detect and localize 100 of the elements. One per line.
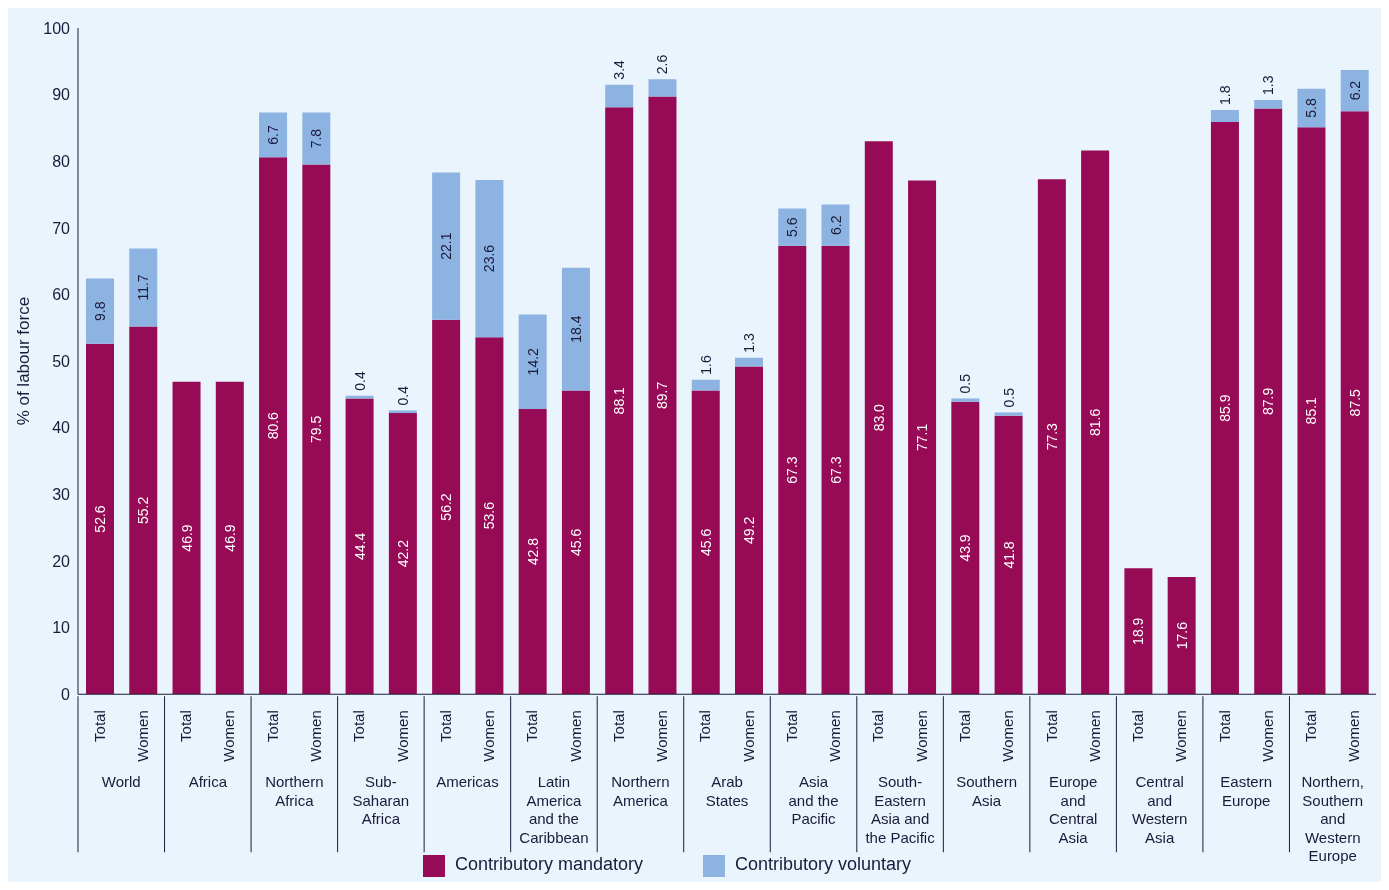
data-label: 41.8 xyxy=(1000,541,1017,569)
bar xyxy=(432,172,461,320)
data-label: 43.9 xyxy=(957,534,974,562)
x-tick-label: Women xyxy=(653,710,671,762)
y-axis-title: % of labour force xyxy=(14,296,34,426)
bar xyxy=(1254,108,1283,695)
data-label: 9.8 xyxy=(92,301,108,321)
data-label: 80.6 xyxy=(265,411,282,440)
bar xyxy=(778,245,807,695)
data-label: 83.0 xyxy=(870,403,887,432)
data-label: 49.2 xyxy=(741,516,757,544)
data-label: 81.6 xyxy=(1087,408,1104,437)
text: Asia and the Pacific xyxy=(788,773,839,828)
bar xyxy=(86,343,114,695)
x-tick-label: Total xyxy=(1042,710,1060,742)
y-tick-label: 0 xyxy=(61,685,71,703)
data-label: 46.9 xyxy=(221,524,238,552)
bar xyxy=(475,337,504,695)
bar xyxy=(994,412,1023,416)
data-label: 1.6 xyxy=(697,355,714,375)
y-tick-label: 60 xyxy=(52,286,71,304)
bar xyxy=(518,409,547,695)
x-tick-label: Women xyxy=(1085,710,1103,762)
bar xyxy=(1081,150,1110,695)
bar xyxy=(1340,111,1369,695)
data-label: 17.6 xyxy=(1173,621,1190,650)
text: Northern Africa xyxy=(265,773,324,809)
data-label: 89.7 xyxy=(654,381,671,410)
data-label: 0.4 xyxy=(394,385,411,406)
bar xyxy=(475,179,504,338)
x-tick-label: Total xyxy=(696,710,714,742)
x-tick-label: Total xyxy=(955,710,973,742)
text: Latin America and the Caribbean xyxy=(519,773,589,846)
x-tick-label: Women xyxy=(393,710,411,762)
x-tick-label: Women xyxy=(306,710,324,762)
bar xyxy=(1297,127,1326,695)
data-label: 1.3 xyxy=(1260,75,1277,95)
bar xyxy=(1340,69,1369,112)
data-label: 18.4 xyxy=(567,315,584,343)
data-label: 6.7 xyxy=(265,124,282,145)
x-tick-label: Women xyxy=(826,710,844,762)
data-label: 14.2 xyxy=(524,347,541,376)
bar xyxy=(864,141,893,695)
x-tick-label: Total xyxy=(869,710,887,742)
y-tick-label: 80 xyxy=(52,152,71,170)
text: Eastern Europe xyxy=(1220,773,1273,809)
bar xyxy=(432,319,461,695)
data-label: 52.6 xyxy=(92,505,108,533)
bar xyxy=(259,112,288,158)
data-label: 6.2 xyxy=(827,215,844,235)
x-tick-label: Women xyxy=(1258,710,1276,762)
data-label: 23.6 xyxy=(481,244,498,273)
data-label: 77.1 xyxy=(914,423,931,452)
x-tick-label: Women xyxy=(480,710,498,762)
data-label: 46.9 xyxy=(178,524,195,552)
bar xyxy=(1124,568,1153,695)
text: Southern Asia xyxy=(956,773,1018,809)
bar xyxy=(129,326,158,695)
bar xyxy=(215,381,244,695)
data-label: 0.4 xyxy=(351,371,368,391)
text: Central and Western Asia xyxy=(1131,773,1188,846)
text: Europe and Central Asia xyxy=(1048,773,1098,846)
x-tick-label: Total xyxy=(436,710,454,742)
bar xyxy=(86,278,114,344)
bar xyxy=(691,390,720,695)
data-label: 42.8 xyxy=(524,537,541,566)
bar xyxy=(259,157,288,695)
bar xyxy=(821,245,850,695)
x-tick-label: Total xyxy=(609,710,627,742)
bar xyxy=(129,248,158,327)
y-tick-label: 70 xyxy=(52,219,71,237)
text: Arab States xyxy=(705,773,749,809)
bar xyxy=(951,398,980,402)
data-label: 5.6 xyxy=(784,217,801,237)
y-tick-label: 90 xyxy=(52,86,71,104)
bar xyxy=(1167,576,1196,695)
data-label: 67.3 xyxy=(827,456,844,484)
x-tick-label: Women xyxy=(1345,710,1363,762)
data-label: 44.4 xyxy=(351,532,368,560)
bar xyxy=(821,204,850,246)
x-tick-label: Women xyxy=(999,710,1017,762)
text: Americas xyxy=(436,773,499,791)
y-tick-label: 20 xyxy=(52,552,71,570)
x-tick-label: Women xyxy=(566,710,584,762)
bar xyxy=(735,366,763,695)
bar xyxy=(994,415,1023,695)
data-label: 53.6 xyxy=(481,501,498,530)
bar xyxy=(388,410,417,414)
data-label: 88.1 xyxy=(611,386,628,415)
data-label: 2.6 xyxy=(654,54,671,75)
data-label: 67.3 xyxy=(784,456,801,484)
data-label: 56.2 xyxy=(438,493,455,521)
text: Northern, Southern and Western Europe xyxy=(1301,773,1364,865)
y-tick-label: 10 xyxy=(52,619,71,637)
text: Africa xyxy=(188,773,228,791)
x-tick-label: Total xyxy=(177,710,195,742)
x-tick-label: Total xyxy=(523,710,541,742)
bar xyxy=(561,267,590,391)
bar xyxy=(302,164,331,695)
y-tick-label: 100 xyxy=(43,19,71,37)
